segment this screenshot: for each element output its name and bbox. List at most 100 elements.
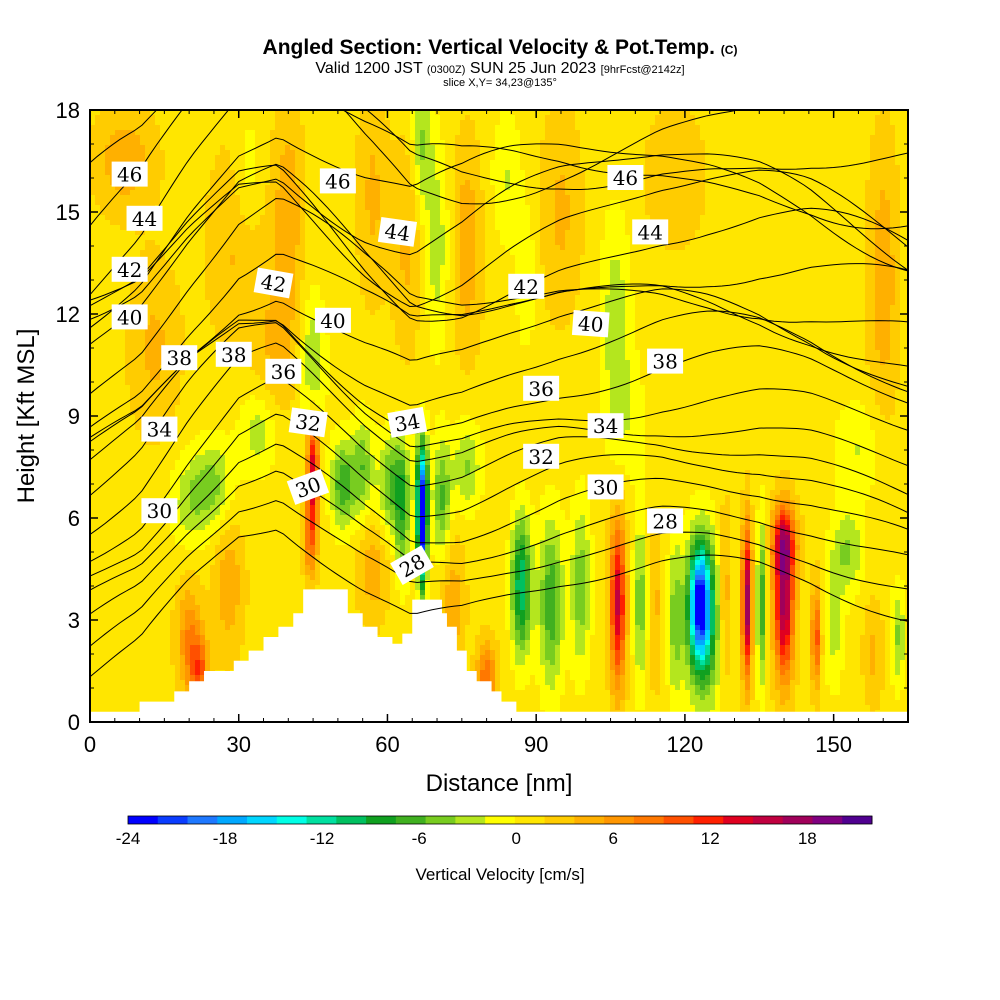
velocity-cell	[200, 240, 206, 246]
velocity-cell	[700, 210, 706, 216]
velocity-cell	[820, 230, 826, 236]
velocity-cell	[430, 260, 436, 266]
velocity-cell	[610, 205, 616, 211]
velocity-cell	[390, 140, 396, 146]
velocity-cell	[275, 260, 281, 266]
velocity-cell	[515, 220, 521, 226]
velocity-cell	[110, 230, 116, 236]
velocity-cell	[560, 145, 566, 151]
velocity-cell	[120, 215, 126, 221]
velocity-cell	[530, 140, 536, 146]
velocity-cell	[600, 120, 606, 126]
velocity-cell	[565, 135, 571, 141]
velocity-cell	[840, 135, 846, 141]
velocity-cell	[465, 210, 471, 216]
velocity-cell	[95, 200, 101, 206]
velocity-cell	[815, 175, 821, 181]
velocity-cell	[405, 165, 411, 171]
velocity-cell	[545, 200, 551, 206]
velocity-cell	[260, 215, 266, 221]
velocity-cell	[165, 140, 171, 146]
velocity-cell	[555, 245, 561, 251]
velocity-cell	[535, 205, 541, 211]
velocity-cell	[185, 145, 191, 151]
velocity-cell	[505, 240, 511, 246]
velocity-cell	[395, 145, 401, 151]
velocity-cell	[535, 225, 541, 231]
velocity-cell	[830, 250, 836, 256]
velocity-cell	[125, 245, 131, 251]
velocity-cell	[500, 130, 506, 136]
velocity-cell	[280, 205, 286, 211]
velocity-cell	[695, 130, 701, 136]
velocity-cell	[575, 180, 581, 186]
velocity-cell	[525, 155, 531, 161]
velocity-cell	[285, 210, 291, 216]
velocity-cell	[310, 185, 316, 191]
velocity-cell	[835, 140, 841, 146]
velocity-cell	[415, 175, 421, 181]
velocity-cell	[855, 240, 861, 246]
velocity-cell	[535, 195, 541, 201]
velocity-cell	[135, 150, 141, 156]
velocity-cell	[175, 185, 181, 191]
velocity-cell	[775, 225, 781, 231]
velocity-cell	[785, 240, 791, 246]
velocity-cell	[455, 155, 461, 161]
velocity-cell	[210, 240, 216, 246]
velocity-cell	[215, 115, 221, 121]
velocity-cell	[770, 160, 776, 166]
velocity-cell	[645, 180, 651, 186]
velocity-cell	[695, 200, 701, 206]
velocity-cell	[550, 210, 556, 216]
velocity-cell	[875, 185, 881, 191]
velocity-cell	[440, 130, 446, 136]
velocity-cell	[855, 210, 861, 216]
velocity-cell	[100, 135, 106, 141]
velocity-cell	[430, 215, 436, 221]
velocity-cell	[270, 170, 276, 176]
velocity-cell	[465, 120, 471, 126]
velocity-cell	[130, 135, 136, 141]
velocity-cell	[405, 120, 411, 126]
velocity-cell	[410, 145, 416, 151]
velocity-cell	[280, 260, 286, 266]
velocity-cell	[245, 155, 251, 161]
velocity-cell	[355, 195, 361, 201]
velocity-cell	[500, 115, 506, 121]
velocity-cell	[345, 120, 351, 126]
velocity-cell	[825, 175, 831, 181]
velocity-cell	[245, 195, 251, 201]
velocity-cell	[490, 245, 496, 251]
velocity-cell	[525, 115, 531, 121]
velocity-cell	[410, 215, 416, 221]
velocity-cell	[800, 200, 806, 206]
velocity-cell	[395, 205, 401, 211]
velocity-cell	[280, 190, 286, 196]
velocity-cell	[620, 235, 626, 241]
velocity-cell	[110, 205, 116, 211]
velocity-cell	[880, 135, 886, 141]
velocity-cell	[670, 130, 676, 136]
velocity-cell	[380, 255, 386, 261]
velocity-cell	[780, 220, 786, 226]
velocity-cell	[450, 255, 456, 261]
velocity-cell	[675, 255, 681, 261]
velocity-cell	[425, 235, 431, 241]
velocity-cell	[605, 150, 611, 156]
velocity-cell	[860, 150, 866, 156]
velocity-cell	[845, 145, 851, 151]
velocity-cell	[845, 160, 851, 166]
velocity-cell	[600, 240, 606, 246]
velocity-cell	[220, 260, 226, 266]
velocity-cell	[160, 125, 166, 131]
velocity-cell	[720, 130, 726, 136]
velocity-cell	[830, 140, 836, 146]
velocity-cell	[565, 205, 571, 211]
velocity-cell	[440, 150, 446, 156]
velocity-cell	[265, 220, 271, 226]
velocity-cell	[895, 205, 901, 211]
velocity-cell	[735, 160, 741, 166]
velocity-cell	[625, 160, 631, 166]
velocity-cell	[715, 190, 721, 196]
